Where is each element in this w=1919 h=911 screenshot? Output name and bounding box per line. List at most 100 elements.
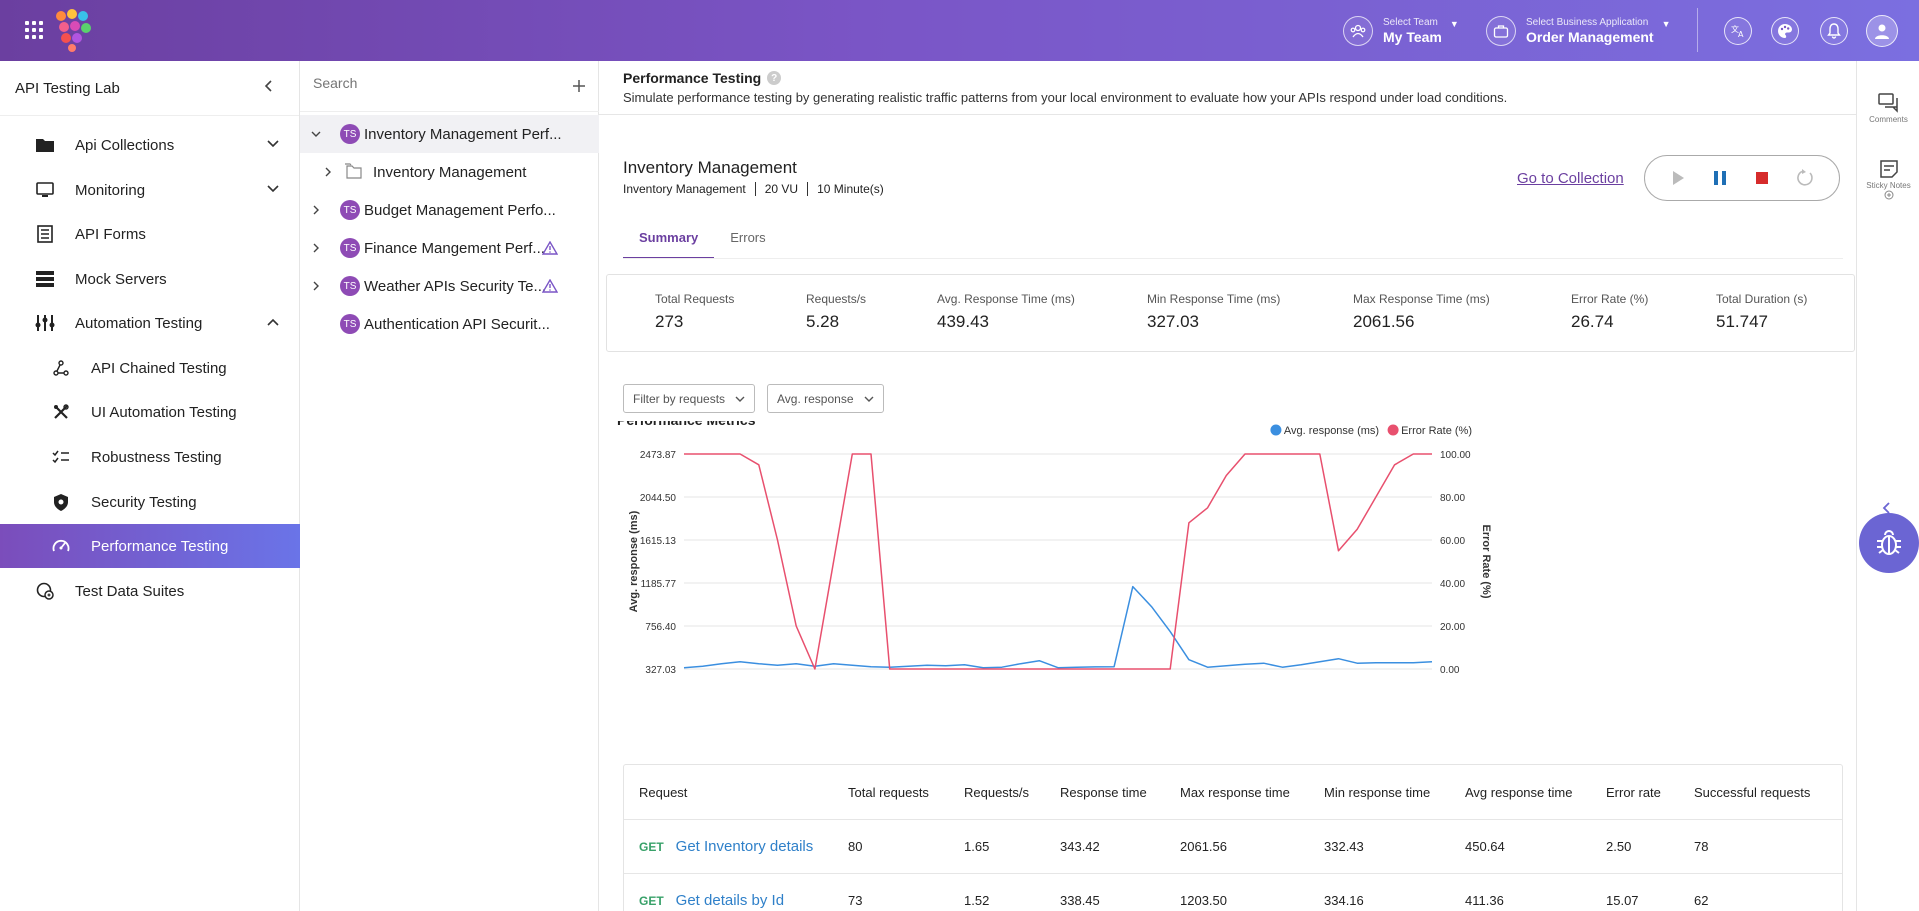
stat-max-response-time: Max Response Time (ms) 2061.56 xyxy=(1353,292,1490,332)
team-value: My Team xyxy=(1383,29,1442,45)
nav-item-robustness-testing[interactable]: Robustness Testing xyxy=(0,435,300,479)
comments-label: Comments xyxy=(1869,115,1908,124)
server-icon xyxy=(35,269,55,289)
nav-item-label: Security Testing xyxy=(91,493,197,511)
nav-item-ui-automation-testing[interactable]: UI Automation Testing xyxy=(0,390,300,434)
tab-errors[interactable]: Errors xyxy=(730,230,766,245)
business-app-selector[interactable]: Select Business Application Order Manage… xyxy=(1486,14,1671,48)
bug-icon[interactable] xyxy=(1859,513,1919,573)
go-to-collection-link[interactable]: Go to Collection xyxy=(1517,170,1624,187)
nav-item-api-forms[interactable]: API Forms xyxy=(0,212,300,256)
monitor-icon xyxy=(35,180,55,200)
folder-icon xyxy=(35,135,55,155)
header-successful-requests: Successful requests xyxy=(1694,784,1811,800)
tree-item[interactable]: TS Budget Management Perfo... xyxy=(300,191,599,229)
app-grid-icon[interactable] xyxy=(25,21,43,39)
series-line xyxy=(684,453,1432,670)
add-icon[interactable] xyxy=(572,79,586,93)
sticky-note-icon xyxy=(1879,160,1898,178)
requests-table: Request Total requests Requests/s Respon… xyxy=(623,764,1843,911)
chevron-left-icon[interactable] xyxy=(1882,502,1892,514)
comments-button[interactable]: Comments xyxy=(1857,93,1919,124)
y-tick-label: 327.03 xyxy=(645,665,676,676)
nav-item-test-data-suites[interactable]: Test Data Suites xyxy=(0,569,300,613)
chevron-down-icon[interactable] xyxy=(310,128,322,140)
bug-report-widget[interactable] xyxy=(1856,502,1919,573)
test-suite-badge: TS xyxy=(340,124,360,144)
table-cell: 343.42 xyxy=(1060,839,1100,854)
help-icon[interactable]: ? xyxy=(767,71,782,85)
chevron-right-icon[interactable] xyxy=(310,204,322,216)
chevron-right-icon[interactable] xyxy=(310,242,322,254)
chevron-right-icon[interactable] xyxy=(322,166,334,178)
sticky-notes-label: Sticky Notes xyxy=(1866,181,1911,190)
comments-icon xyxy=(1877,93,1898,113)
add-circle-icon[interactable] xyxy=(1884,190,1894,200)
chevron-down-icon[interactable] xyxy=(266,182,280,196)
tree-item[interactable]: TS Inventory Management Perf... xyxy=(300,115,599,153)
bell-icon[interactable] xyxy=(1820,17,1848,45)
request-link[interactable]: Get details by Id xyxy=(675,892,785,909)
header-requests-per-second: Requests/s xyxy=(964,784,1030,800)
nav-item-mock-servers[interactable]: Mock Servers xyxy=(0,257,300,301)
request-cell: GET Get Inventory details xyxy=(639,820,813,873)
tree-item[interactable]: TS Authentication API Securit... xyxy=(300,305,599,343)
tree-item-label: Inventory Management xyxy=(373,163,527,181)
topbar-divider xyxy=(1697,8,1698,52)
team-icon xyxy=(1343,16,1373,46)
table-cell: 2.50 xyxy=(1606,839,1632,854)
tree-item[interactable]: Inventory Management xyxy=(300,153,599,191)
nav-item-security-testing[interactable]: Security Testing xyxy=(0,480,300,524)
table-cell: 62 xyxy=(1694,893,1709,908)
table-cell: 334.16 xyxy=(1324,893,1364,908)
nav-item-api-chained-testing[interactable]: API Chained Testing xyxy=(0,346,300,390)
collapse-chevron-icon[interactable] xyxy=(263,79,273,93)
chevron-down-icon[interactable] xyxy=(266,137,280,151)
legend-marker xyxy=(1270,424,1282,436)
stop-icon[interactable] xyxy=(1754,170,1770,186)
nav-item-monitoring[interactable]: Monitoring xyxy=(0,168,300,212)
nav-header: API Testing Lab xyxy=(0,61,299,116)
y2-tick-label: 20.00 xyxy=(1440,622,1465,633)
metric-dropdown[interactable]: Avg. response xyxy=(767,384,884,413)
table-cell: 338.45 xyxy=(1060,893,1100,908)
stat-total-duration: Total Duration (s) 51.747 xyxy=(1716,292,1807,332)
user-avatar-icon[interactable] xyxy=(1866,15,1898,47)
series-line xyxy=(683,585,1433,669)
nav-item-performance-testing[interactable]: Performance Testing xyxy=(0,524,300,568)
y2-tick-label: 100.00 xyxy=(1440,450,1471,461)
chevron-up-icon[interactable] xyxy=(266,315,280,329)
nav-item-label: Api Collections xyxy=(75,136,175,154)
brand-logo-icon[interactable] xyxy=(52,7,98,53)
restart-icon[interactable] xyxy=(1796,169,1814,187)
tree-search-input[interactable] xyxy=(313,75,533,91)
briefcase-icon xyxy=(1486,16,1516,46)
automation-icon xyxy=(35,313,55,333)
stat-avg-response-time: Avg. Response Time (ms) 439.43 xyxy=(937,292,1075,332)
run-controls xyxy=(1644,155,1840,201)
nav-item-automation-testing[interactable]: Automation Testing xyxy=(0,301,300,345)
meta-collection: Inventory Management xyxy=(623,182,746,196)
chevron-right-icon[interactable] xyxy=(310,280,322,292)
shield-icon xyxy=(51,492,71,512)
table-cell: 78 xyxy=(1694,839,1709,854)
tree-item[interactable]: TS Finance Mangement Perf... xyxy=(300,229,599,267)
sticky-notes-button[interactable]: Sticky Notes xyxy=(1857,159,1919,202)
table-cell: 1203.50 xyxy=(1180,893,1227,908)
pause-icon[interactable] xyxy=(1712,170,1728,186)
nav-item-api-collections[interactable]: Api Collections xyxy=(0,123,300,167)
play-icon[interactable] xyxy=(1670,170,1686,186)
tree-item[interactable]: TS Weather APIs Security Te... xyxy=(300,267,599,305)
palette-icon[interactable] xyxy=(1771,17,1799,45)
stat-error-rate: Error Rate (%) 26.74 xyxy=(1571,292,1648,332)
tree-item-label: Authentication API Securit... xyxy=(364,315,550,333)
request-link[interactable]: Get Inventory details xyxy=(675,838,814,855)
stat-requests-per-second: Requests/s 5.28 xyxy=(806,292,866,332)
filter-by-requests-dropdown[interactable]: Filter by requests xyxy=(623,384,756,413)
tab-summary[interactable]: Summary xyxy=(623,229,715,259)
data-suite-icon xyxy=(35,581,55,601)
team-selector[interactable]: Select Team My Team ▼ xyxy=(1343,14,1459,48)
header-divider xyxy=(599,114,1856,115)
y-tick-label: 1185.77 xyxy=(641,579,677,590)
